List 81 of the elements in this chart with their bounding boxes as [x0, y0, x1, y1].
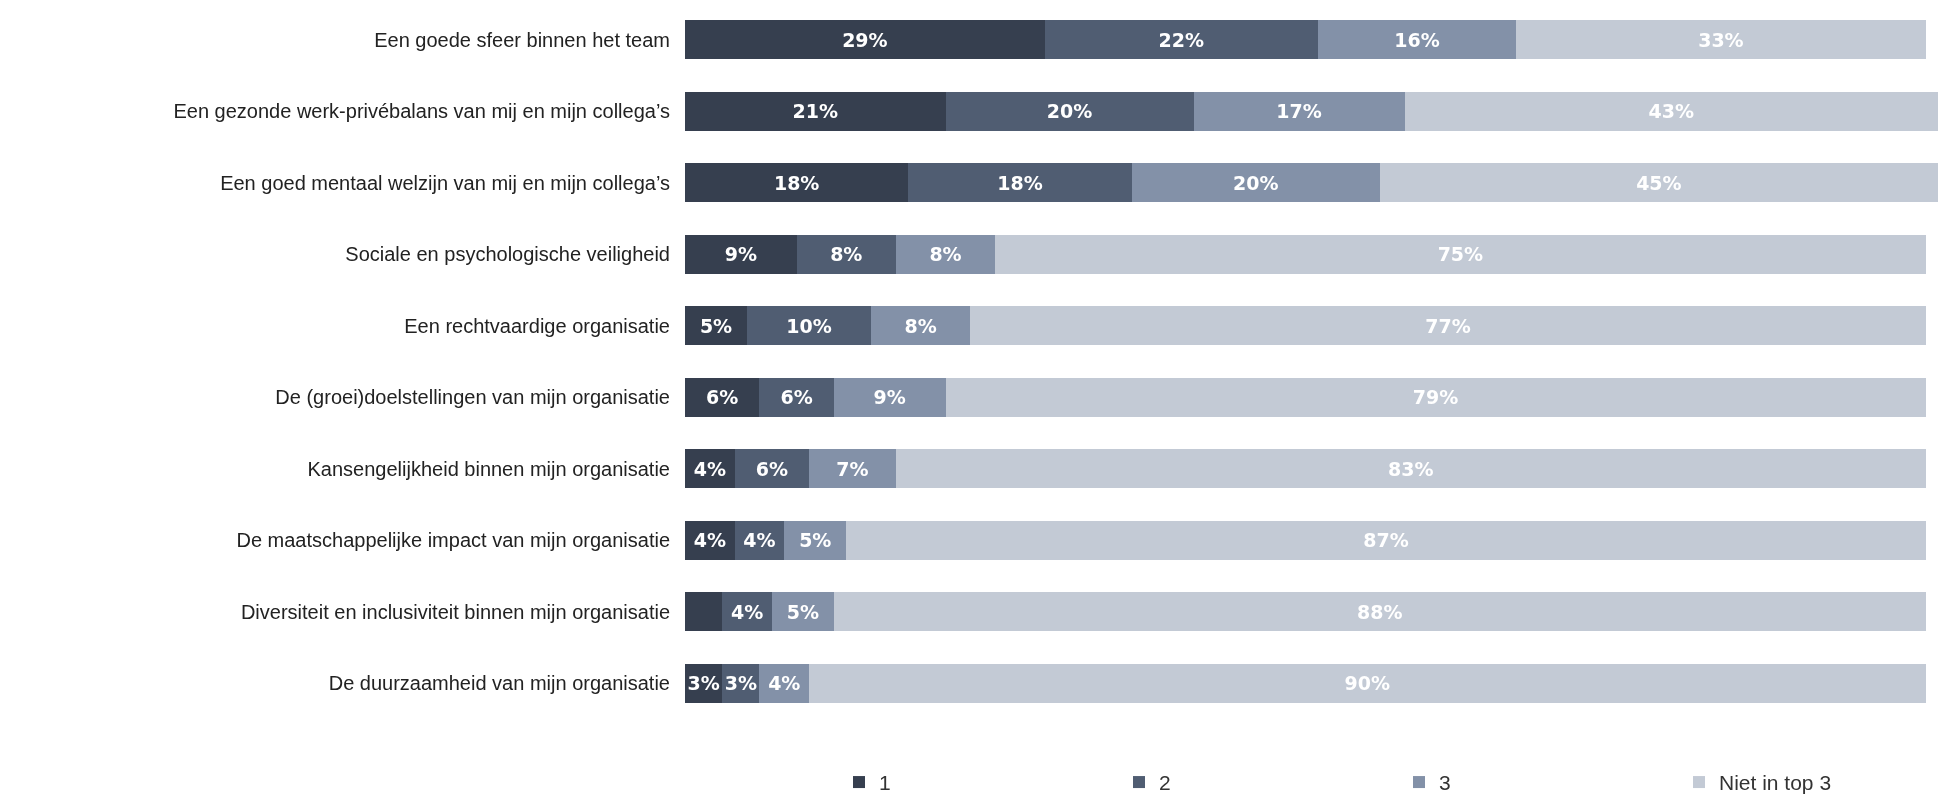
bar [908, 163, 1132, 203]
y-tick-label: Een gezonde werk-privébalans van mij en mijn collega’s [173, 100, 670, 123]
data-label: 5% [699, 314, 733, 337]
data-label: 77% [1425, 314, 1471, 337]
legend-label: 2 [1159, 771, 1171, 795]
y-tick-label: Een goed mentaal welzijn van mij en mijn collega’s [220, 171, 670, 194]
bar [995, 234, 1926, 274]
data-label: 6% [780, 386, 813, 409]
data-label: 22% [1158, 28, 1204, 51]
data-label: 3% [724, 672, 757, 695]
data-label: 4% [768, 672, 801, 695]
data-label: 17% [1276, 100, 1322, 123]
data-label: 75% [1437, 243, 1484, 266]
data-label: 9% [724, 243, 757, 266]
data-label: 29% [842, 28, 888, 51]
legend-label: 3 [1439, 771, 1451, 795]
data-label: 3% [687, 672, 720, 695]
data-label: 8% [929, 243, 962, 266]
data-label: 7% [836, 457, 869, 480]
bar [1044, 20, 1318, 60]
bar [809, 663, 1926, 703]
y-tick-label: De duurzaamheid van mijn organisatie [328, 672, 670, 695]
data-label: 83% [1388, 457, 1434, 480]
bar [809, 449, 896, 489]
bar [846, 520, 1926, 560]
bar [945, 377, 1926, 417]
y-tick-label: Kansengelijkheid binnen mijn organisatie [307, 457, 670, 480]
legend-label: Niet in top 3 [1719, 771, 1832, 795]
data-label: 20% [1046, 100, 1093, 123]
data-label: 5% [799, 529, 832, 552]
y-tick-label: Diversiteit en inclusiviteit binnen mijn organisatie [240, 600, 670, 623]
bar [895, 234, 996, 274]
data-label: 20% [1232, 171, 1279, 194]
y-tick-label: Een rechtvaardige organisatie [404, 314, 670, 337]
bar [685, 20, 1045, 60]
data-label: 8% [830, 243, 863, 266]
bar [1379, 163, 1938, 203]
data-label: 6% [706, 386, 739, 409]
data-label: 10% [786, 314, 832, 337]
bar [1317, 20, 1517, 60]
data-label: 4% [730, 600, 764, 623]
y-tick-label: Sociale en psychologische veiligheid [345, 243, 670, 266]
bar [833, 592, 1926, 632]
bar [1131, 163, 1380, 203]
bar [685, 592, 723, 632]
data-label: 18% [773, 171, 820, 194]
data-label: 8% [904, 314, 937, 337]
bar [1193, 91, 1405, 131]
bar [1404, 91, 1938, 131]
data-label: 43% [1648, 100, 1695, 123]
bar [871, 306, 971, 346]
data-label: 79% [1412, 386, 1459, 409]
bar [747, 306, 872, 346]
data-label: 87% [1363, 529, 1409, 552]
data-label: 5% [786, 600, 819, 623]
bar [685, 91, 946, 131]
bar [895, 449, 1926, 489]
y-tick-label: De (groei)doelstellingen van mijn organisatie [275, 386, 670, 409]
data-label: 16% [1394, 28, 1440, 51]
data-label: 4% [693, 457, 726, 480]
data-label: 90% [1344, 672, 1391, 695]
bar [759, 377, 834, 417]
data-label: 18% [997, 171, 1043, 194]
data-label: 6% [755, 457, 788, 480]
data-label: 45% [1636, 171, 1682, 194]
bar [1516, 20, 1926, 60]
bar [945, 91, 1194, 131]
y-tick-label: Een goede sfeer binnen het team [374, 28, 670, 51]
bar [685, 163, 909, 203]
data-label: 9% [873, 386, 906, 409]
y-tick-label: De maatschappelijke impact van mijn organisatie [236, 529, 670, 552]
bar [796, 234, 896, 274]
bar [685, 234, 797, 274]
data-label: 33% [1698, 28, 1744, 51]
bar [970, 306, 1926, 346]
data-label: 21% [792, 100, 838, 123]
data-label: 88% [1356, 600, 1403, 623]
data-label: 4% [693, 529, 726, 552]
bar [833, 377, 946, 417]
legend-label: 1 [879, 771, 891, 795]
data-label: 4% [743, 529, 776, 552]
